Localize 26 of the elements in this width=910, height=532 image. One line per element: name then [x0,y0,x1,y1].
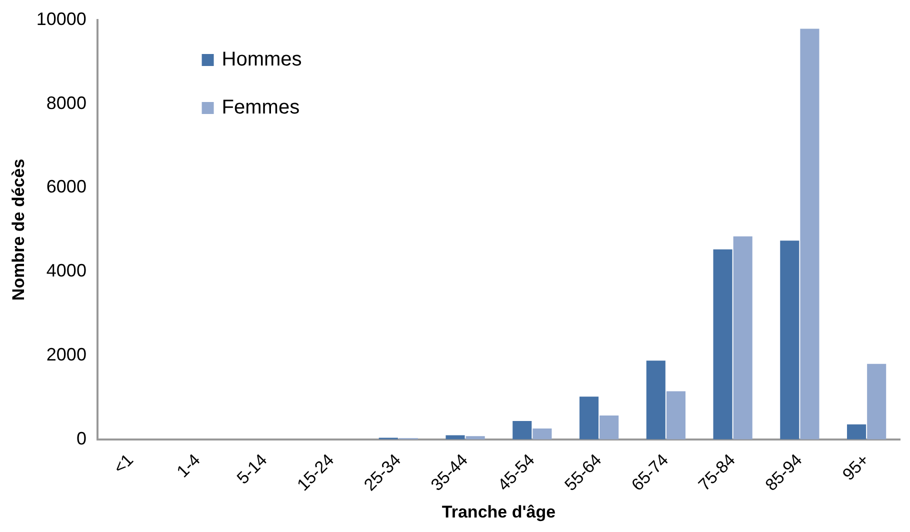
bar [666,391,686,440]
bar [600,416,619,440]
bar [780,240,800,440]
y-tick-label: 10000 [36,8,86,29]
legend-label: Hommes [222,48,302,71]
x-tick-label: <1 [110,450,138,478]
x-tick-label: 95+ [838,450,873,484]
bar [733,236,752,440]
bar [713,249,732,440]
bar [579,396,599,440]
bar [867,364,886,440]
y-tick-label: 6000 [46,176,86,197]
x-tick-label: 1-4 [173,450,204,482]
y-tick-label: 0 [76,428,86,448]
y-axis-title: Nombre de décès [8,158,28,301]
bar [646,360,666,440]
y-tick-label: 8000 [46,92,86,113]
bar [532,428,552,440]
bar [512,420,532,440]
bar [446,435,465,440]
bar [800,28,820,440]
y-tick-label: 2000 [46,344,86,365]
legend-label: Femmes [222,96,300,119]
x-axis-title: Tranche d'âge [442,502,556,522]
bar [847,424,866,440]
y-tick-label: 4000 [46,260,86,281]
